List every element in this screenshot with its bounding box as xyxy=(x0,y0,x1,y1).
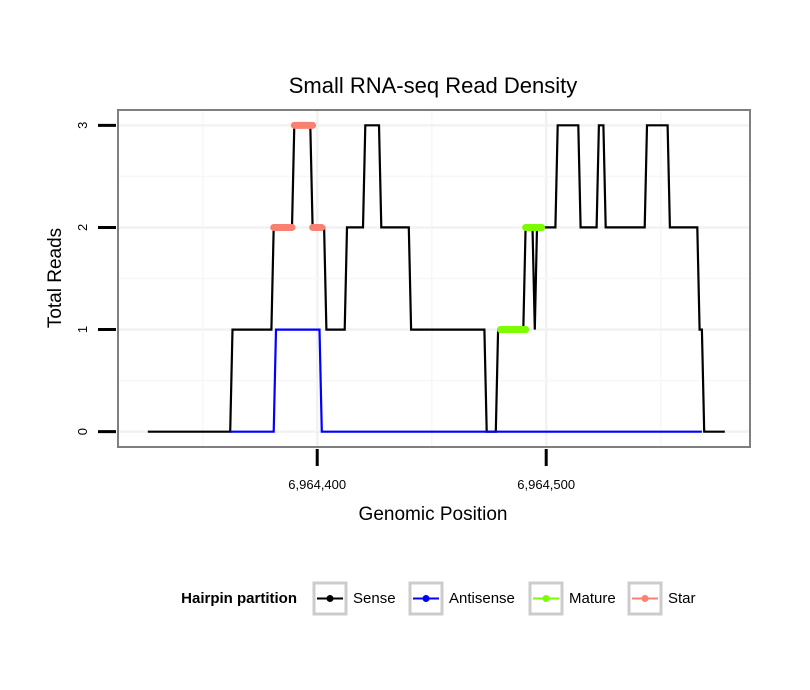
grid-lines xyxy=(118,110,750,447)
y-tick-label: 0 xyxy=(75,428,90,435)
legend-label: Star xyxy=(668,590,696,607)
x-tick-label: 6,964,500 xyxy=(517,477,575,492)
x-tick-label: 6,964,400 xyxy=(288,477,346,492)
legend-item-star: Star xyxy=(627,581,696,616)
legend-label: Sense xyxy=(353,590,396,607)
legend-key-dot xyxy=(542,595,550,602)
series-line-sense xyxy=(147,124,725,433)
legend-item-antisense: Antisense xyxy=(408,581,515,616)
legend-key-dot xyxy=(422,595,430,602)
x-axis-title: Genomic Position xyxy=(359,504,508,525)
plot-area xyxy=(147,121,725,433)
series-line-antisense xyxy=(230,328,702,433)
axes: 0 1 2 3 6,964,400 6,964,500 xyxy=(75,122,575,492)
legend-title: Hairpin partition xyxy=(181,590,297,607)
panel-border xyxy=(117,109,751,448)
legend-item-sense: Sense xyxy=(312,581,396,616)
legend: Hairpin partition Sense Antisense Mature Sta… xyxy=(181,581,696,616)
y-tick-label: 1 xyxy=(75,326,90,333)
chart-title: Small RNA-seq Read Density xyxy=(289,73,578,98)
y-tick-label: 2 xyxy=(75,224,90,231)
y-axis-title: Total Reads xyxy=(45,228,66,328)
legend-label: Antisense xyxy=(449,590,515,607)
legend-key-dot xyxy=(641,595,649,602)
legend-item-mature: Mature xyxy=(528,581,616,616)
legend-label: Mature xyxy=(569,590,616,607)
y-tick-label: 3 xyxy=(75,122,90,129)
legend-key-dot xyxy=(326,595,334,602)
